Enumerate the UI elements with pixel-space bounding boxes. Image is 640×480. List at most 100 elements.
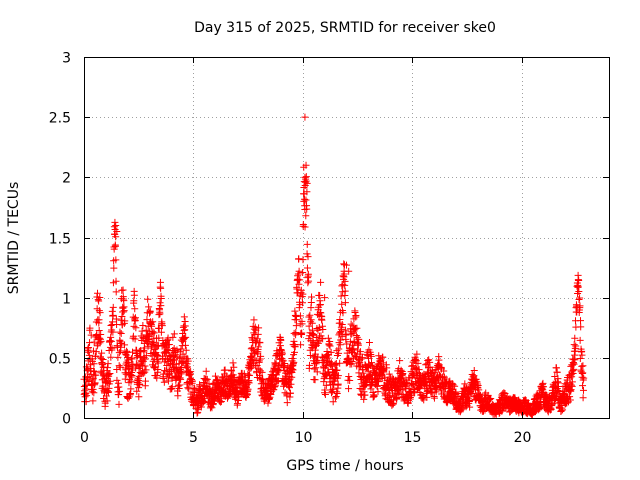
data-point	[142, 366, 150, 374]
data-point	[278, 350, 286, 358]
data-point	[113, 365, 121, 373]
data-point	[246, 371, 254, 379]
data-point	[317, 278, 325, 286]
data-point	[358, 354, 366, 362]
data-point	[295, 255, 303, 263]
data-point	[345, 385, 353, 393]
data-point	[148, 339, 156, 347]
data-point	[355, 335, 363, 343]
data-point	[150, 338, 158, 346]
data-point	[333, 366, 341, 374]
data-point	[301, 113, 309, 121]
data-point	[137, 347, 145, 355]
x-tick-label: 10	[295, 430, 313, 446]
data-point	[566, 393, 574, 401]
data-point	[256, 339, 264, 347]
data-point	[423, 393, 431, 401]
y-axis-label: SRMTID / TECUs	[6, 182, 22, 295]
data-point	[576, 294, 584, 302]
data-point	[169, 333, 177, 341]
data-point	[281, 360, 289, 368]
data-point	[577, 368, 585, 376]
data-point	[277, 336, 285, 344]
data-point	[383, 364, 391, 372]
data-point	[574, 283, 582, 291]
data-point	[408, 382, 416, 390]
data-point	[388, 375, 396, 383]
data-point	[112, 233, 120, 241]
data-point	[127, 385, 135, 393]
data-point	[474, 382, 482, 390]
data-point	[579, 362, 587, 370]
data-point	[295, 267, 303, 275]
data-point	[175, 384, 183, 392]
data-point	[112, 277, 120, 285]
data-point	[162, 367, 170, 375]
data-point	[367, 352, 375, 360]
data-point	[303, 205, 311, 213]
data-point	[428, 389, 436, 397]
data-point	[574, 276, 582, 284]
data-point	[385, 370, 393, 378]
data-point	[475, 386, 483, 394]
data-point	[312, 360, 320, 368]
data-point	[414, 359, 422, 367]
data-point	[160, 378, 168, 386]
data-point	[334, 372, 342, 380]
data-point	[579, 369, 587, 377]
data-point	[451, 382, 459, 390]
data-point	[290, 348, 298, 356]
data-point	[181, 326, 189, 334]
data-point	[156, 278, 164, 286]
data-point	[566, 396, 574, 404]
data-point	[211, 372, 219, 380]
data-point	[328, 389, 336, 397]
data-point	[153, 371, 161, 379]
data-point	[278, 348, 286, 356]
data-point	[104, 388, 112, 396]
data-point	[304, 279, 312, 287]
data-point	[164, 334, 172, 342]
data-point	[130, 291, 138, 299]
data-point	[331, 394, 339, 402]
data-point	[301, 223, 309, 231]
data-point	[322, 381, 330, 389]
data-point	[178, 368, 186, 376]
data-point	[339, 309, 347, 317]
data-point	[90, 368, 98, 376]
data-point	[116, 328, 124, 336]
data-point	[299, 290, 307, 298]
data-point	[244, 385, 252, 393]
data-point	[247, 354, 255, 362]
data-point	[353, 324, 361, 332]
data-point	[250, 316, 258, 324]
data-point	[81, 390, 89, 398]
data-point	[373, 382, 381, 390]
data-point	[267, 391, 275, 399]
data-point	[576, 302, 584, 310]
data-point	[563, 399, 571, 407]
data-point	[142, 326, 150, 334]
data-point	[291, 307, 299, 315]
chart-title: Day 315 of 2025, SRMTID for receiver ske…	[194, 20, 496, 36]
data-point	[141, 377, 149, 385]
data-point	[257, 352, 265, 360]
data-point	[300, 197, 308, 205]
data-point	[102, 392, 110, 400]
data-point	[116, 363, 124, 371]
data-point	[115, 390, 123, 398]
data-point	[152, 352, 160, 360]
data-point	[106, 377, 114, 385]
data-point	[413, 350, 421, 358]
data-point	[138, 327, 146, 335]
data-point	[319, 335, 327, 343]
data-point	[337, 336, 345, 344]
data-point	[566, 374, 574, 382]
data-point	[109, 318, 117, 326]
data-point	[306, 311, 314, 319]
data-point	[327, 348, 335, 356]
y-tick-label: 0.5	[49, 352, 71, 368]
data-point	[264, 399, 272, 407]
data-point	[345, 373, 353, 381]
data-point	[244, 378, 252, 386]
